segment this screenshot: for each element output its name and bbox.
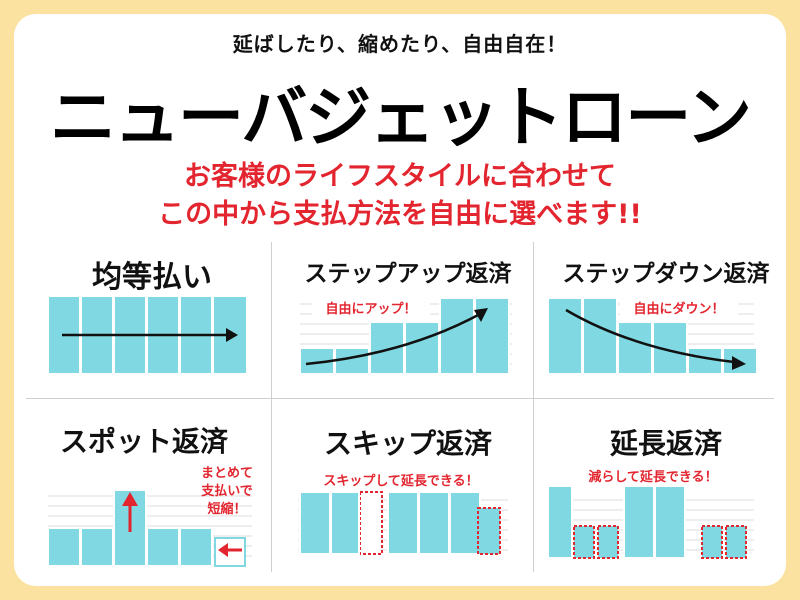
trend-curve [305,312,481,366]
product-title: ニューバジェットローン [49,79,752,156]
panel-title: ステップアップ返済 [304,261,512,287]
grid-divider [271,242,272,572]
bar [449,491,481,555]
annotation-note: スキップして延長できる！ [306,470,496,489]
equal-payment-chart [47,295,248,375]
trend-curve [565,308,735,364]
spot-chart [47,489,252,567]
bar [146,527,180,567]
panel-equal-payment: 均等払い [20,238,284,398]
reduced-bar [725,525,747,559]
subtitle-line-2: この中から支払方法を自由に選べます!! [158,199,642,230]
bar [439,297,475,375]
bar [334,347,370,375]
bar [330,491,360,555]
extended-bar [477,507,501,555]
extend-chart [547,485,754,559]
panel-step-up: ステップアップ返済 自由にアップ！ [276,238,540,398]
bar [47,527,81,567]
arrow-head-icon [226,328,238,342]
chart-bars [299,297,510,375]
bar [80,527,114,567]
panel-skip: スキップ返済 スキップして延長できる！ [276,404,540,564]
arrow-head-icon [732,356,746,370]
bar [617,321,653,375]
annotation-note-line: 支払いで [201,484,253,499]
annotation-note: 減らして延長できる！ [568,466,738,485]
bar [387,491,419,555]
bar [687,347,723,375]
chart-bars [299,491,501,555]
skip-chart [298,491,508,555]
grid-divider [26,398,774,399]
bar [214,537,246,567]
bar [547,485,573,559]
left-arrow-icon [218,543,228,557]
skipped-bar [359,491,383,555]
reduced-bar [597,525,619,559]
annotation-note-line: 短縮！ [207,502,247,517]
panel-title: スポット返済 [59,425,228,458]
bar [547,297,583,375]
chart-bars [547,485,747,559]
bar [654,485,686,559]
bar [369,321,405,375]
up-arrow-icon [122,492,138,506]
grid-divider [533,242,534,572]
annotation-note: 自由にアップ！ [312,298,430,317]
panel-spot: スポット返済 まとめて 支払いで 短縮！ [20,404,284,567]
panel-title: 延長返済 [609,427,722,460]
panel-title: スキップ返済 [323,427,492,460]
arrow-head-icon [474,308,488,322]
bar [299,491,331,555]
chart-bars [547,297,758,375]
panel-title: 均等払い [92,260,212,295]
bar [404,321,440,375]
bar [582,297,618,375]
step-down-chart [547,297,758,375]
bar [623,485,655,559]
reduced-bar [573,525,595,559]
subtitle-line-1: お客様のライフスタイルに合わせて [184,161,616,192]
chart-bars [47,489,246,567]
panel-step-down: ステップダウン返済 自由にダウン！ [534,238,798,398]
bar [179,527,213,567]
step-up-chart [299,297,512,375]
panel-extend: 延長返済 減らして延長できる！ [534,404,798,564]
tagline: 延ばしたり、縮めたり、自由自在！ [232,32,568,56]
annotation-note-line: まとめて [200,466,253,481]
bar [418,491,450,555]
annotation-note: 自由にダウン！ [620,298,738,317]
panel-title: ステップダウン返済 [562,261,770,287]
reduced-bar [701,525,723,559]
